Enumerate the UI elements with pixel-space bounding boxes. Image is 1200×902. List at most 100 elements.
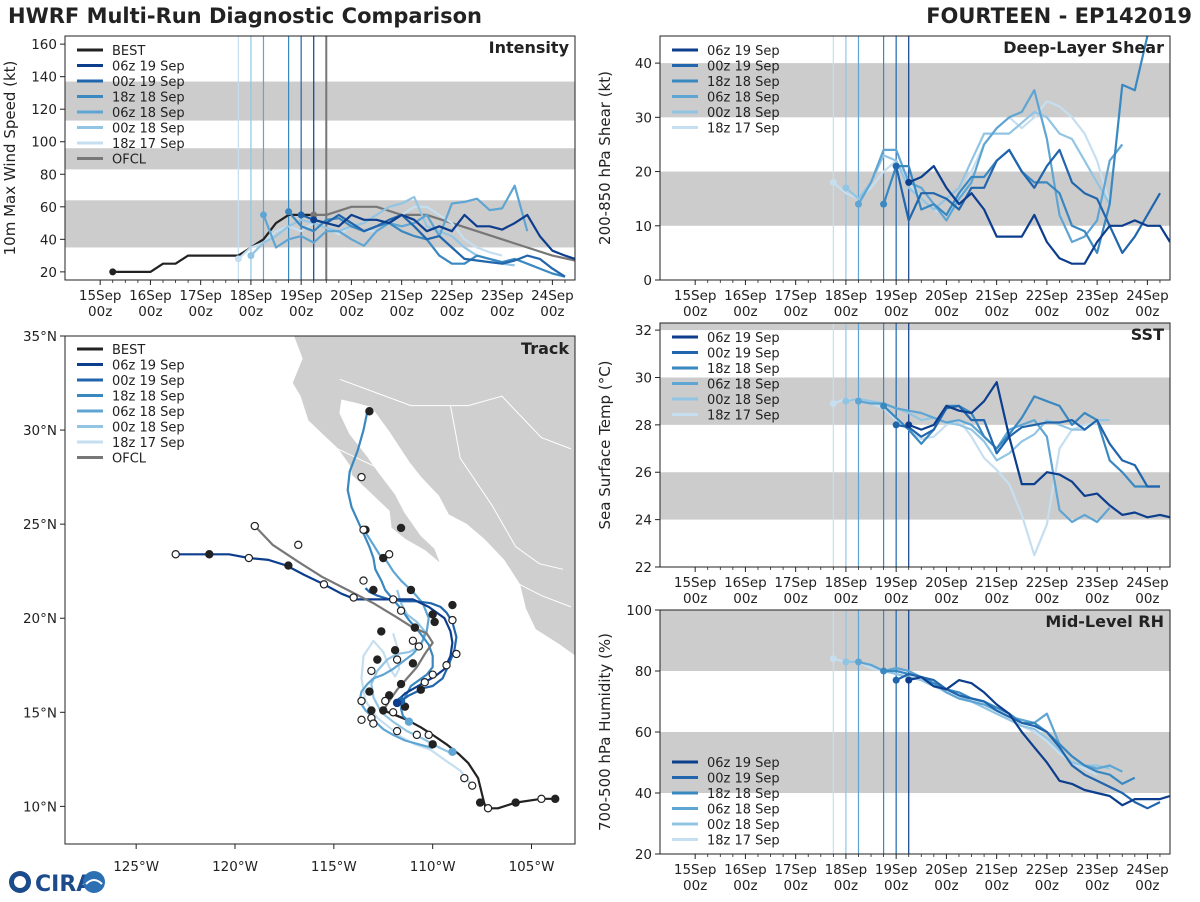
track-position-marker (384, 691, 394, 700)
rh-ytick-label: 100 (626, 603, 652, 619)
track-position-marker (388, 595, 398, 604)
sst-xtick-label: 23Sep (1076, 575, 1119, 591)
rh-xtick-label: 00z (985, 878, 1009, 894)
track-position-marker (396, 606, 406, 615)
sst-ytick-label: 30 (635, 370, 652, 386)
intensity-xtick-label: 00z (289, 304, 313, 320)
intensity-xtick-label: 00z (440, 304, 464, 320)
intensity-legend-label: 06z 19 Sep (112, 60, 185, 75)
rh-legend-label: 06z 18 Sep (707, 803, 780, 818)
intensity-ytick-label: 40 (40, 232, 57, 248)
sst-xtick-label: 20Sep (925, 575, 968, 591)
shear-legend-label: 00z 19 Sep (707, 60, 780, 75)
sst-series-start-point (880, 402, 888, 410)
track-ytick-label: 30°N (23, 423, 57, 439)
rh-ytick-label: 40 (635, 786, 652, 802)
intensity-series-r06z18 (262, 184, 529, 249)
intensity-band (65, 148, 575, 170)
state-border (519, 583, 572, 608)
sst-legend-label: 00z 18 Sep (707, 393, 780, 408)
rh-xtick-label: 24Sep (1126, 862, 1169, 878)
track-frame (64, 335, 576, 845)
sst-ytick-label: 32 (635, 323, 652, 339)
track-position-marker (468, 781, 477, 790)
shear-xtick-label: 16Sep (724, 288, 767, 304)
track-position-marker (551, 794, 560, 804)
rh-series-r00z19 (895, 672, 1161, 810)
state-border (337, 448, 378, 469)
track-position-marker (392, 726, 402, 736)
sst-series-start-point (842, 397, 850, 405)
figure-title: HWRF Multi-Run Diagnostic Comparison (8, 4, 483, 28)
sst-xtick-label: 00z (934, 591, 958, 607)
track-legend-label: 18z 18 Sep (112, 390, 185, 405)
shear-xtick-label: 00z (1085, 304, 1109, 320)
track-ytick-label: 15°N (23, 705, 57, 721)
track-position-marker (284, 561, 293, 570)
track-r00z18 (370, 589, 453, 755)
track-position-marker (428, 610, 437, 619)
shear-xtick-label: 00z (683, 304, 707, 320)
track-position-marker (414, 642, 424, 651)
rh-legend-label: 18z 18 Sep (707, 787, 780, 802)
track-position-marker (250, 521, 259, 531)
shear-series-start-point (892, 162, 900, 170)
sst-series-start-point (829, 400, 837, 408)
sst-legend-label: 00z 19 Sep (707, 347, 780, 362)
intensity-xtick-label: 18Sep (230, 288, 273, 304)
track-position-marker (379, 706, 388, 715)
intensity-ytick-label: 140 (31, 70, 57, 86)
intensity-legend-label: 18z 17 Sep (112, 137, 185, 152)
intensity-xtick-label: 20Sep (330, 288, 373, 304)
sst-series-r00z19 (896, 404, 1160, 488)
track-position-marker (428, 740, 437, 749)
track-position-marker (392, 655, 402, 664)
track-panel: 125°W 120°W 115°W 110°W 105°W 10°N 15°N 20°N 25°… (23, 329, 576, 875)
rh-xtick-label: 00z (934, 878, 958, 894)
sst-ytick-label: 22 (635, 560, 652, 576)
sst-xtick-label: 00z (1135, 591, 1159, 607)
intensity-xtick-label: 24Sep (531, 288, 574, 304)
intensity-xtick-label: 00z (390, 304, 414, 320)
shear-legend-label: 06z 18 Sep (707, 91, 780, 106)
sst-xtick-label: 00z (884, 591, 908, 607)
track-ytick-label: 25°N (23, 517, 57, 533)
intensity-legend-label: 18z 18 Sep (112, 91, 185, 106)
track-plot-area (171, 336, 575, 813)
track-xtick-label: 115°W (311, 859, 357, 875)
intensity-xtick-label: 16Sep (129, 288, 172, 304)
track-position-marker (448, 615, 457, 625)
track-position-marker (430, 617, 439, 627)
rh-xtick-label: 19Sep (875, 862, 918, 878)
track-legend-label: 06z 18 Sep (112, 405, 185, 420)
track-position-marker (537, 794, 546, 804)
shear-plot-area (660, 36, 1170, 280)
rh-xtick-label: 23Sep (1076, 862, 1119, 878)
shear-xtick-label: 22Sep (1026, 288, 1069, 304)
sst-xtick-label: 00z (985, 591, 1009, 607)
shear-xtick-label: 00z (1035, 304, 1059, 320)
track-position-marker (205, 550, 214, 559)
state-border (339, 378, 572, 450)
track-legend-label: BEST (112, 343, 145, 358)
sst-xtick-label: 17Sep (774, 575, 817, 591)
intensity-series-start-point (310, 216, 318, 224)
intensity-legend-label: 06z 18 Sep (112, 106, 185, 121)
intensity-ytick-label: 100 (31, 135, 57, 151)
shear-xtick-label: 00z (834, 304, 858, 320)
shear-xtick-label: 00z (733, 304, 757, 320)
track-position-marker (377, 627, 386, 636)
track-position-marker (408, 636, 418, 646)
track-position-marker (412, 730, 422, 740)
track-position-marker (359, 576, 368, 585)
track-position-marker (428, 670, 437, 679)
track-r00z19 (364, 587, 458, 702)
shear-xtick-label: 24Sep (1126, 288, 1169, 304)
intensity-series-start-point (310, 211, 318, 219)
intensity-band (65, 81, 575, 121)
sst-ytick-label: 24 (635, 513, 652, 529)
storm-id: FOURTEEN - EP142019 (926, 4, 1192, 28)
intensity-series-start-point (234, 255, 242, 263)
